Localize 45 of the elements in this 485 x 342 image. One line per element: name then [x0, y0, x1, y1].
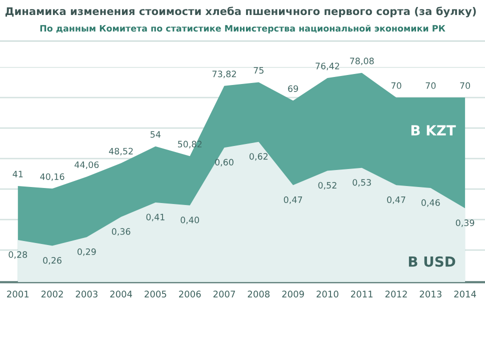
- data-label: 54: [150, 131, 161, 138]
- data-label: 48,52: [108, 148, 133, 156]
- x-tick-label: 2012: [385, 290, 407, 298]
- series-label: В KZT: [411, 125, 456, 136]
- data-label: 73,82: [212, 70, 236, 78]
- data-label: 0,62: [250, 153, 268, 161]
- data-label: 0,29: [78, 248, 96, 256]
- data-label: 0,47: [387, 196, 406, 204]
- data-label: 70: [426, 82, 436, 89]
- x-tick-label: 2011: [351, 290, 373, 298]
- x-tick-label: 2008: [248, 290, 270, 298]
- x-tick-label: 2007: [213, 290, 235, 298]
- data-label: 0,47: [284, 196, 302, 204]
- x-tick-label: 2006: [179, 290, 201, 298]
- data-label: 0,60: [215, 158, 234, 166]
- data-label: 0,28: [8, 251, 28, 259]
- data-label: 0,36: [112, 228, 130, 236]
- data-label: 44,06: [74, 161, 99, 169]
- x-tick-label: 2014: [454, 290, 476, 298]
- x-tick-label: 2005: [144, 290, 166, 298]
- chart-title: Динамика изменения стоимости хлеба пшеничного первого сорта (за булку): [5, 6, 476, 18]
- data-label: 78,08: [350, 58, 374, 66]
- data-label: 40,16: [40, 173, 64, 181]
- data-label: 0,53: [352, 179, 371, 187]
- data-label: 0,39: [456, 220, 474, 228]
- data-label: 0,52: [318, 182, 336, 190]
- x-tick-label: 2009: [282, 290, 304, 298]
- data-label: 0,46: [421, 199, 440, 207]
- data-label: 41: [12, 170, 23, 178]
- data-label: 0,26: [43, 257, 62, 265]
- x-tick-label: 2002: [41, 290, 63, 298]
- series-label: В USD: [408, 256, 456, 267]
- data-label: 70: [460, 82, 470, 89]
- x-tick-label: 2001: [7, 290, 29, 298]
- x-tick-label: 2003: [76, 290, 98, 298]
- x-tick-label: 2013: [420, 290, 442, 298]
- x-tick-label: 2004: [110, 290, 132, 298]
- data-label: 76,42: [316, 62, 340, 70]
- data-label: 69: [288, 85, 298, 92]
- data-label: 0,40: [180, 216, 200, 224]
- chart-subtitle: По данным Комитета по статистике Министерства национальной экономики РК: [40, 24, 446, 34]
- data-label: 70: [391, 82, 402, 89]
- x-tick-label: 2010: [316, 290, 338, 298]
- data-label: 0,41: [146, 214, 164, 222]
- data-label: 75: [254, 67, 264, 74]
